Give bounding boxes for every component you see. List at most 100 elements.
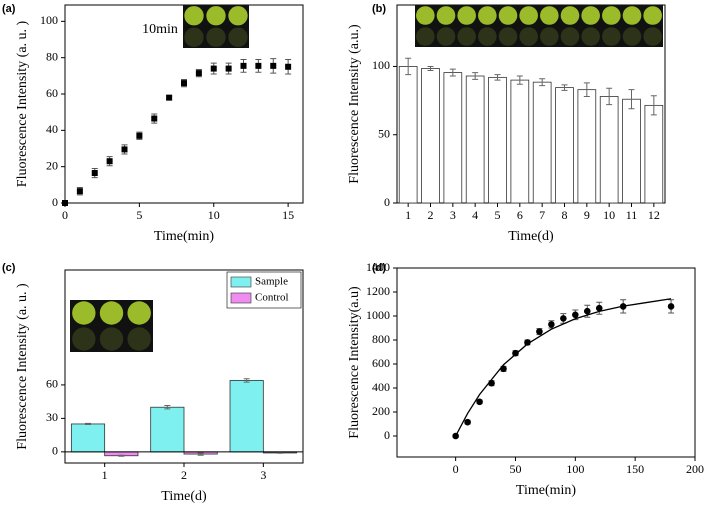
well — [457, 6, 476, 25]
point — [166, 94, 173, 101]
well — [228, 6, 248, 26]
x-tick-label: 50 — [509, 462, 521, 476]
point — [512, 349, 519, 357]
point — [667, 303, 675, 310]
point — [240, 62, 247, 69]
well — [622, 6, 642, 25]
bar — [488, 76, 507, 204]
well — [206, 6, 226, 26]
annotation: 3d — [132, 285, 146, 300]
y-axis-title: Fluorescence Intensity (a. u. ) — [15, 283, 30, 450]
well — [478, 27, 497, 46]
panel-label: (a) — [2, 3, 16, 15]
well — [643, 6, 662, 25]
well — [72, 327, 96, 351]
y-tick-label: 1400 — [366, 260, 390, 274]
point — [210, 65, 217, 72]
well — [436, 6, 456, 25]
panel-label: (d) — [372, 262, 386, 274]
error-bar — [405, 57, 412, 76]
point — [595, 304, 603, 312]
x-tick-label: 8 — [562, 208, 568, 222]
x-axis-title: Time(min) — [154, 229, 214, 244]
y-tick-label: 20 — [46, 158, 58, 172]
bar — [577, 89, 597, 204]
legend-swatch — [230, 276, 252, 288]
well-plate-image — [415, 5, 663, 47]
y-axis-title: Fluorescence Intensity(a.u) — [347, 286, 362, 439]
y-tick-label: 60 — [46, 377, 58, 391]
x-tick-label: 200 — [686, 462, 704, 476]
point — [572, 311, 579, 319]
y-tick-label: 400 — [372, 380, 390, 394]
error-bar — [628, 89, 635, 110]
well — [622, 27, 642, 46]
annotation: 1d — [77, 285, 91, 300]
y-tick-label: 1200 — [366, 284, 390, 298]
error-bar — [243, 378, 250, 383]
well — [99, 301, 124, 325]
y-tick-label: 0 — [52, 195, 58, 209]
well — [228, 27, 248, 47]
error-bar — [583, 82, 590, 97]
bar — [229, 380, 264, 453]
x-tick-label: 150 — [626, 462, 644, 476]
bar — [555, 87, 574, 204]
y-tick-label: 80 — [46, 49, 58, 63]
x-tick-label: 0 — [453, 462, 459, 476]
point — [136, 132, 143, 139]
bar — [150, 406, 185, 453]
y-tick-label: 0 — [384, 195, 390, 209]
annotation: 2d — [105, 285, 119, 300]
bar — [510, 79, 530, 204]
well — [540, 6, 559, 25]
well — [560, 27, 580, 46]
x-tick-label: 15 — [282, 208, 294, 222]
bar — [644, 104, 664, 204]
point — [464, 418, 471, 426]
point — [62, 200, 68, 206]
point — [151, 115, 158, 122]
y-tick-label: 50 — [378, 126, 390, 140]
well — [127, 301, 151, 325]
error-bar — [276, 452, 283, 454]
well — [99, 327, 124, 351]
error-bar — [164, 405, 171, 410]
error-bar — [561, 84, 568, 91]
well — [602, 27, 621, 46]
point — [476, 398, 483, 406]
error-bar — [606, 87, 613, 106]
point — [536, 328, 543, 335]
x-tick-label: 12 — [648, 208, 660, 222]
x-tick-label: 3 — [450, 208, 456, 222]
x-tick-label: 2 — [428, 208, 434, 222]
well — [416, 6, 435, 25]
point — [583, 307, 591, 315]
well — [602, 6, 621, 25]
bar — [465, 75, 485, 204]
point — [195, 70, 202, 77]
point — [76, 188, 83, 195]
x-tick-label: 3 — [260, 468, 266, 482]
x-tick-label: 0 — [62, 208, 68, 222]
error-bar — [650, 95, 657, 116]
bar — [532, 81, 552, 204]
well — [581, 6, 600, 25]
bar — [443, 72, 463, 204]
panel-label: (b) — [372, 3, 386, 15]
x-tick-label: 10 — [603, 208, 615, 222]
x-axis-title: Time(min) — [516, 483, 576, 498]
x-tick-label: 11 — [626, 208, 638, 222]
point — [225, 65, 232, 72]
well — [560, 6, 580, 25]
point — [121, 146, 128, 153]
x-tick-label: 6 — [517, 208, 523, 222]
bar — [622, 98, 641, 204]
annotation: 10min — [142, 22, 178, 37]
legend-label: Control — [255, 292, 289, 304]
y-tick-label: 40 — [46, 122, 58, 136]
point — [285, 63, 292, 70]
well — [206, 27, 226, 47]
point — [181, 80, 187, 87]
